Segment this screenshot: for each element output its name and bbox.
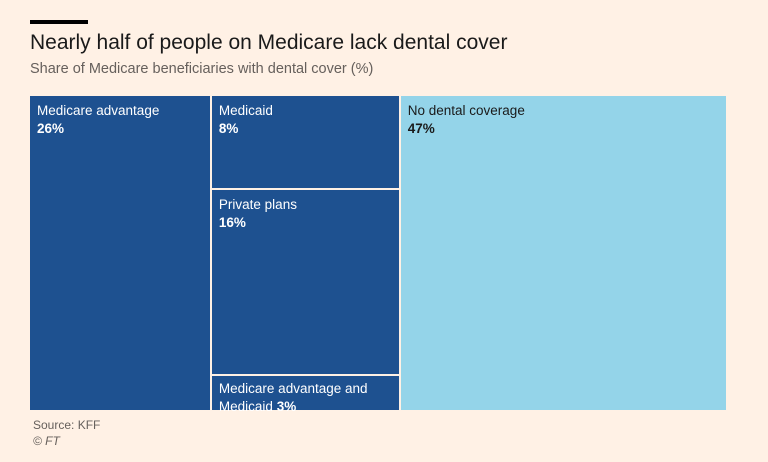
chart-title: Nearly half of people on Medicare lack d… xyxy=(30,31,508,54)
cell-label: Medicare advantage xyxy=(37,103,160,118)
cell-label: No dental coverage xyxy=(407,103,525,118)
treemap-cell-medicare-advantage: Medicare advantage 26% xyxy=(30,96,210,410)
treemap-cell-no-dental-coverage: No dental coverage 47% xyxy=(400,96,726,410)
cell-label: Medicare advantage and Medicaid xyxy=(218,380,368,414)
source-note: Source: KFF xyxy=(33,418,101,432)
cell-value: 47% xyxy=(407,121,435,137)
treemap-cell-medicaid: Medicaid 8% xyxy=(211,96,399,188)
top-rule xyxy=(30,20,88,24)
copyright-note: © FT xyxy=(33,434,60,448)
cell-value: 26% xyxy=(37,121,65,137)
cell-label: Medicaid xyxy=(218,103,273,118)
treemap: Medicare advantage 26% Medicaid 8% Private p… xyxy=(30,96,726,414)
treemap-cell-medicare-advantage-and-medicaid: Medicare advantage and Medicaid 3% xyxy=(211,375,399,414)
cell-value: 16% xyxy=(218,215,246,231)
cell-label: Private plans xyxy=(218,196,297,212)
cell-value: 3% xyxy=(276,398,297,414)
cell-value: 8% xyxy=(218,121,239,137)
treemap-cell-private-plans: Private plans 16% xyxy=(211,189,399,374)
chart-subtitle: Share of Medicare beneficiaries with den… xyxy=(30,61,374,77)
